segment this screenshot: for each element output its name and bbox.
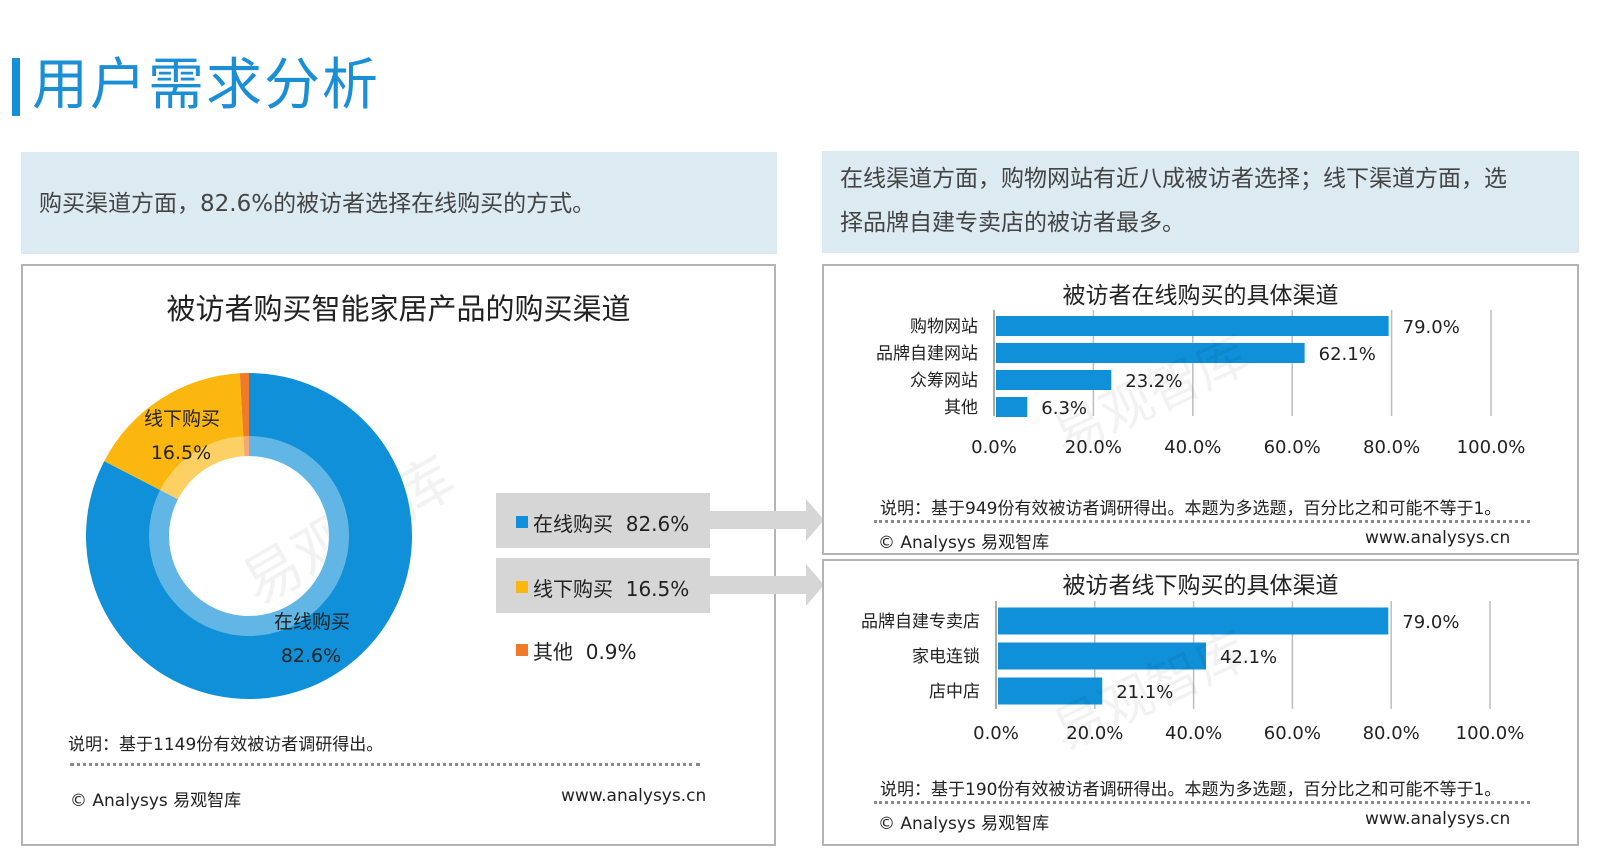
offline-channels-panel: 被访者线下购买的具体渠道 0.0% 20.0% 40.0% 60.0% 80.0% 100… [822, 559, 1579, 846]
bar [996, 370, 1112, 390]
legend-label-online: 在线购买 82.6% [533, 508, 689, 537]
footer-divider [874, 520, 1530, 523]
offline-channels-bar-chart: 0.0% 20.0% 40.0% 60.0% 80.0% 100.0% 品牌自建专卖店 79.… [861, 601, 1525, 761]
bar-value-label: 79.0% [1402, 612, 1459, 633]
summary-note-right-line1: 在线渠道方面，购物网站有近八成被访者选择；线下渠道方面，选 [840, 166, 1507, 192]
category-label: 购物网站 [910, 317, 978, 337]
category-label: 家电连锁 [912, 647, 980, 667]
bar-value-label: 79.0% [1403, 317, 1460, 338]
donut-inner-ring [149, 436, 349, 636]
summary-note-right: 在线渠道方面，购物网站有近八成被访者选择；线下渠道方面，选 择品牌自建专卖店的被… [822, 151, 1579, 253]
summary-note-right-line2: 择品牌自建专卖店的被访者最多。 [840, 210, 1185, 236]
summary-note-left: 购买渠道方面，82.6%的被访者选择在线购买的方式。 [21, 152, 777, 254]
offline-chart-title: 被访者线下购买的具体渠道 [1062, 573, 1339, 599]
legend-label-offline: 线下购买 16.5% [533, 573, 689, 602]
bar [996, 316, 1389, 336]
donut-slice-label-1: 线下购买 [144, 408, 220, 430]
x-tick-label: 100.0% [1456, 723, 1525, 744]
donut-slice-value-1: 16.5% [151, 442, 211, 464]
bar [998, 607, 1389, 635]
bar-value-label: 23.2% [1125, 371, 1182, 392]
website-url: www.analysys.cn [561, 786, 707, 806]
x-tick-label: 100.0% [1457, 437, 1526, 458]
website-url: www.analysys.cn [1365, 528, 1511, 548]
bar [998, 677, 1103, 705]
donut-slice-1 [104, 373, 245, 500]
bar [996, 343, 1305, 363]
category-label: 众筹网站 [910, 371, 978, 391]
copyright-text: © Analysys 易观智库 [878, 814, 1050, 834]
copyright-text: © Analysys 易观智库 [878, 533, 1050, 553]
legend-swatch-online [516, 516, 528, 528]
donut-slice-2 [239, 373, 249, 457]
bar [998, 642, 1206, 670]
category-label: 其他 [944, 398, 978, 418]
donut-slice-value-0: 82.6% [281, 645, 341, 667]
x-tick-label: 0.0% [973, 723, 1019, 744]
copyright-text: © Analysys 易观智库 [70, 791, 242, 811]
legend-box-offline [496, 558, 710, 613]
donut-slice-label-0: 在线购买 [274, 611, 350, 633]
x-tick-label: 40.0% [1164, 437, 1221, 458]
legend-label-other: 其他 0.9% [533, 636, 637, 665]
donut-chart-title: 被访者购买智能家居产品的购买渠道 [166, 292, 631, 326]
legend-offline-value: 16.5% [625, 577, 690, 601]
arrows-graphic [700, 499, 824, 606]
offline-chart-note: 说明：基于190份有效被访者调研得出。本题为多选题，百分比之和可能不等于1。 [880, 780, 1502, 800]
footer-divider [70, 763, 700, 766]
bar-value-label: 6.3% [1041, 398, 1087, 419]
online-channels-panel: 被访者在线购买的具体渠道 0.0% 20.0% 40.0% 60.0% 80.0% 100… [822, 264, 1579, 555]
legend-swatch-offline [516, 581, 528, 593]
x-tick-label: 20.0% [1066, 723, 1123, 744]
legend-online-name: 在线购买 [533, 512, 613, 536]
legend-online-value: 82.6% [625, 512, 690, 536]
summary-note-left-text: 购买渠道方面，82.6%的被访者选择在线购买的方式。 [39, 191, 596, 217]
arrow-offline-icon [700, 564, 824, 606]
bar-value-label: 42.1% [1220, 647, 1277, 668]
x-tick-label: 40.0% [1165, 723, 1222, 744]
category-label: 品牌自建专卖店 [861, 612, 980, 632]
x-tick-label: 20.0% [1065, 437, 1122, 458]
bar [996, 397, 1028, 417]
category-label: 品牌自建网站 [876, 344, 978, 364]
donut-chart-panel: 被访者购买智能家居产品的购买渠道 易观智库 在线购买82.6%线下购买16.5%… [21, 264, 776, 846]
legend-other-name: 其他 [533, 640, 573, 664]
online-channels-bar-chart: 0.0% 20.0% 40.0% 60.0% 80.0% 100.0% 购物网站 79.0% 品… [876, 310, 1526, 468]
online-chart-title: 被访者在线购买的具体渠道 [1062, 283, 1339, 309]
bar-value-label: 21.1% [1116, 682, 1173, 703]
x-tick-label: 60.0% [1264, 723, 1321, 744]
online-chart-note: 说明：基于949份有效被访者调研得出。本题为多选题，百分比之和可能不等于1。 [880, 499, 1502, 519]
legend-offline-name: 线下购买 [533, 577, 613, 601]
legend-box-online [496, 493, 710, 548]
footer-divider [874, 801, 1530, 804]
donut-slice-0 [85, 373, 412, 699]
website-url: www.analysys.cn [1365, 809, 1511, 829]
title-accent-bar [12, 58, 20, 116]
x-tick-label: 0.0% [971, 437, 1017, 458]
x-tick-label: 80.0% [1363, 437, 1420, 458]
legend-swatch-other [516, 644, 528, 656]
legend-other-value: 0.9% [585, 640, 637, 664]
bar-value-label: 62.1% [1319, 344, 1376, 365]
x-tick-label: 80.0% [1363, 723, 1420, 744]
category-label: 店中店 [929, 682, 980, 702]
page-title: 用户需求分析 [32, 53, 380, 118]
donut-chart-note: 说明：基于1149份有效被访者调研得出。 [68, 735, 384, 755]
arrow-online-icon [700, 499, 824, 541]
x-tick-label: 60.0% [1264, 437, 1321, 458]
